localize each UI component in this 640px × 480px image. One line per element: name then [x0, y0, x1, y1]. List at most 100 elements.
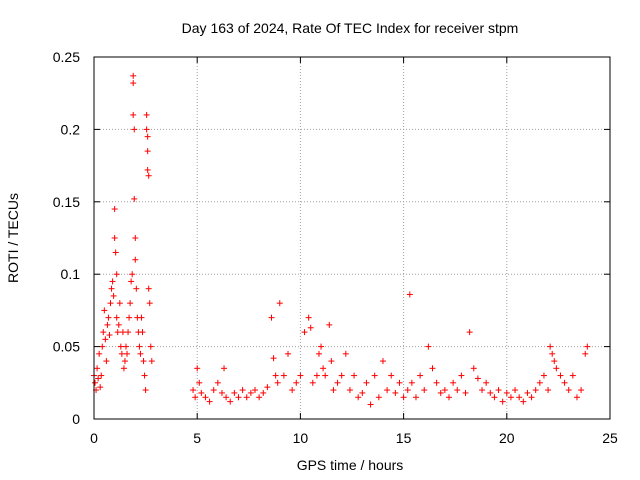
data-point — [487, 389, 494, 396]
data-point — [392, 389, 399, 396]
data-point — [106, 332, 113, 339]
data-point — [384, 387, 391, 394]
data-point — [318, 343, 325, 350]
data-point — [101, 307, 108, 314]
data-point — [118, 350, 125, 357]
data-point — [528, 394, 535, 401]
data-point — [111, 206, 118, 213]
data-point — [104, 321, 111, 328]
data-point — [140, 358, 147, 365]
data-point — [214, 379, 221, 386]
data-point — [192, 394, 199, 401]
data-point — [276, 300, 283, 307]
data-point — [194, 365, 201, 372]
data-point — [351, 372, 358, 379]
data-point — [143, 111, 150, 118]
data-point — [218, 389, 225, 396]
data-point — [551, 358, 558, 365]
data-point — [573, 394, 580, 401]
data-point — [293, 379, 300, 386]
data-point — [256, 394, 263, 401]
data-point — [115, 321, 122, 328]
data-point — [243, 394, 250, 401]
data-point — [483, 379, 490, 386]
data-point — [95, 375, 102, 382]
data-point — [404, 387, 411, 394]
data-point — [280, 372, 287, 379]
data-point — [532, 387, 539, 394]
data-point — [512, 387, 519, 394]
data-point — [124, 350, 131, 357]
data-point — [433, 379, 440, 386]
data-point — [94, 365, 101, 372]
data-point — [289, 387, 296, 394]
data-point — [565, 387, 572, 394]
data-point — [129, 271, 136, 278]
data-point — [388, 372, 395, 379]
data-point — [133, 285, 140, 292]
data-point — [561, 379, 568, 386]
data-point — [260, 389, 267, 396]
data-point — [96, 350, 103, 357]
data-point — [142, 387, 149, 394]
data-point — [412, 394, 419, 401]
data-point — [274, 379, 281, 386]
data-point — [113, 271, 120, 278]
y-tick-label: 0.1 — [61, 266, 81, 282]
data-point — [470, 365, 477, 372]
data-point — [355, 394, 362, 401]
data-point — [371, 372, 378, 379]
y-tick-label: 0 — [72, 411, 80, 427]
data-point — [462, 389, 469, 396]
data-point — [264, 384, 271, 391]
data-point — [92, 379, 99, 386]
data-point — [270, 355, 277, 362]
data-point — [379, 358, 386, 365]
data-point — [103, 358, 110, 365]
data-point — [141, 372, 148, 379]
x-tick-label: 25 — [602, 430, 618, 446]
data-point — [221, 365, 228, 372]
data-point — [408, 379, 415, 386]
x-tick-label: 5 — [193, 430, 201, 446]
data-point — [454, 387, 461, 394]
data-point — [99, 343, 106, 350]
data-point — [196, 379, 203, 386]
chart-title: Day 163 of 2024, Rate Of TEC Index for r… — [182, 20, 519, 36]
data-point — [138, 314, 145, 321]
data-point — [553, 365, 560, 372]
data-point — [367, 401, 374, 408]
axis-ticks: 0 5 10 15 20 25 0 0.05 0.1 0.15 0.2 0.25 — [53, 49, 618, 446]
data-point — [363, 379, 370, 386]
data-point — [145, 285, 152, 292]
grid-lines — [94, 57, 610, 419]
data-point — [116, 300, 123, 307]
data-point — [328, 358, 335, 365]
data-point — [137, 350, 144, 357]
data-point — [130, 72, 137, 79]
data-point — [540, 372, 547, 379]
data-point — [130, 111, 137, 118]
data-point — [113, 314, 120, 321]
data-point — [251, 387, 258, 394]
data-point — [342, 350, 349, 357]
data-point — [301, 329, 308, 336]
data-point — [144, 133, 151, 140]
x-tick-label: 10 — [293, 430, 309, 446]
data-point — [102, 336, 109, 343]
data-point — [139, 329, 146, 336]
data-point — [479, 387, 486, 394]
data-point — [98, 372, 105, 379]
data-point — [491, 394, 498, 401]
data-point — [247, 389, 254, 396]
data-point — [130, 80, 137, 87]
data-point — [122, 343, 129, 350]
data-point — [495, 387, 502, 394]
data-point — [507, 394, 514, 401]
data-point — [231, 389, 238, 396]
data-point — [239, 387, 246, 394]
plot-area-frame — [93, 56, 611, 420]
data-point — [97, 384, 104, 391]
data-point — [121, 358, 128, 365]
